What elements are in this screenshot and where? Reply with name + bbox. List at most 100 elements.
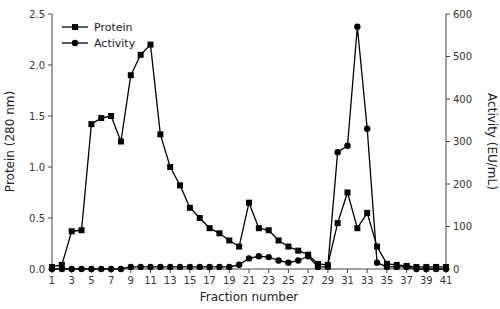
point [59,266,65,272]
x-tick-label: 7 [108,275,114,286]
point [98,115,104,121]
point [78,266,84,272]
x-axis-label: Fraction number [200,290,299,304]
x-tick-label: 11 [144,275,157,286]
legend: Protein Activity [62,21,136,50]
point [137,264,143,270]
x-tick [288,269,289,273]
x-tick-label: 1 [49,275,55,286]
point [354,225,360,231]
legend-marker [72,40,78,46]
y2-tick-label: 300 [453,136,472,147]
y-tick-label: 0.5 [29,213,45,224]
y2-tick [446,56,450,57]
y2-axis-label: Activity (EU/mL) [485,93,499,190]
x-tick-label: 29 [321,275,334,286]
point [344,143,350,149]
y-tick-label: 1.5 [29,111,45,122]
point [226,237,232,243]
y2-tick-label: 400 [453,94,472,105]
series [49,42,449,270]
point [256,253,262,259]
y2-tick-label: 500 [453,51,472,62]
series-line [52,45,446,267]
x-tick-label: 5 [88,275,94,286]
point [354,24,360,30]
point [394,264,400,270]
x-tick-label: 33 [361,275,374,286]
x-tick-label: 23 [262,275,275,286]
point [118,139,124,145]
point [79,227,85,233]
y2-tick-label: 0 [453,264,459,275]
point [266,227,272,233]
x-tick [308,269,309,273]
point [374,259,380,265]
legend-item: Protein [62,21,133,34]
y2-tick [446,184,450,185]
point [236,244,242,250]
x-tick-label: 35 [381,275,394,286]
x-tick [367,269,368,273]
y-tick-label: 2.5 [29,9,45,20]
point [49,266,55,272]
point [118,266,124,272]
point [413,266,419,272]
point [167,264,173,270]
y2-tick [446,141,450,142]
point [246,255,252,261]
point [295,248,301,254]
point [206,264,212,270]
x-tick [268,269,269,273]
y2-tick [446,226,450,227]
point [98,266,104,272]
y-tick-label: 1.0 [29,162,45,173]
y-tick-label: 2.0 [29,60,45,71]
point [148,42,154,48]
point [226,264,232,270]
point [167,164,173,170]
point [108,113,114,119]
series [49,24,449,273]
x-tick-label: 19 [223,275,236,286]
y2-tick-label: 200 [453,179,472,190]
point [335,220,341,226]
point [197,264,203,270]
point [423,266,429,272]
point [364,126,370,132]
y-axis-line [52,14,53,269]
point [69,228,75,234]
x-tick-label: 31 [341,275,354,286]
chart: 13579111315171921232527293133353739410.0… [0,0,500,309]
point [433,266,439,272]
point [187,205,193,211]
x-tick-label: 39 [420,275,433,286]
point [177,182,183,188]
plot-area [49,24,449,273]
y-tick [48,116,52,117]
legend-item: Activity [62,37,136,50]
point [285,244,291,250]
y-tick-label: 0.0 [29,264,45,275]
point [197,215,203,221]
point [157,264,163,270]
point [177,264,183,270]
x-tick-label: 25 [282,275,295,286]
legend-label: Activity [94,37,136,50]
point [334,149,340,155]
x-tick [249,269,250,273]
point [266,254,272,260]
point [443,266,449,272]
point [305,253,311,259]
y2-tick-label: 600 [453,9,472,20]
point [216,230,222,236]
x-tick-label: 13 [164,275,177,286]
point [128,72,134,78]
point [128,264,134,270]
y2-tick [446,14,450,15]
point [157,131,163,137]
point [187,264,193,270]
point [315,264,321,270]
x-tick-label: 41 [440,275,453,286]
point [256,225,262,231]
